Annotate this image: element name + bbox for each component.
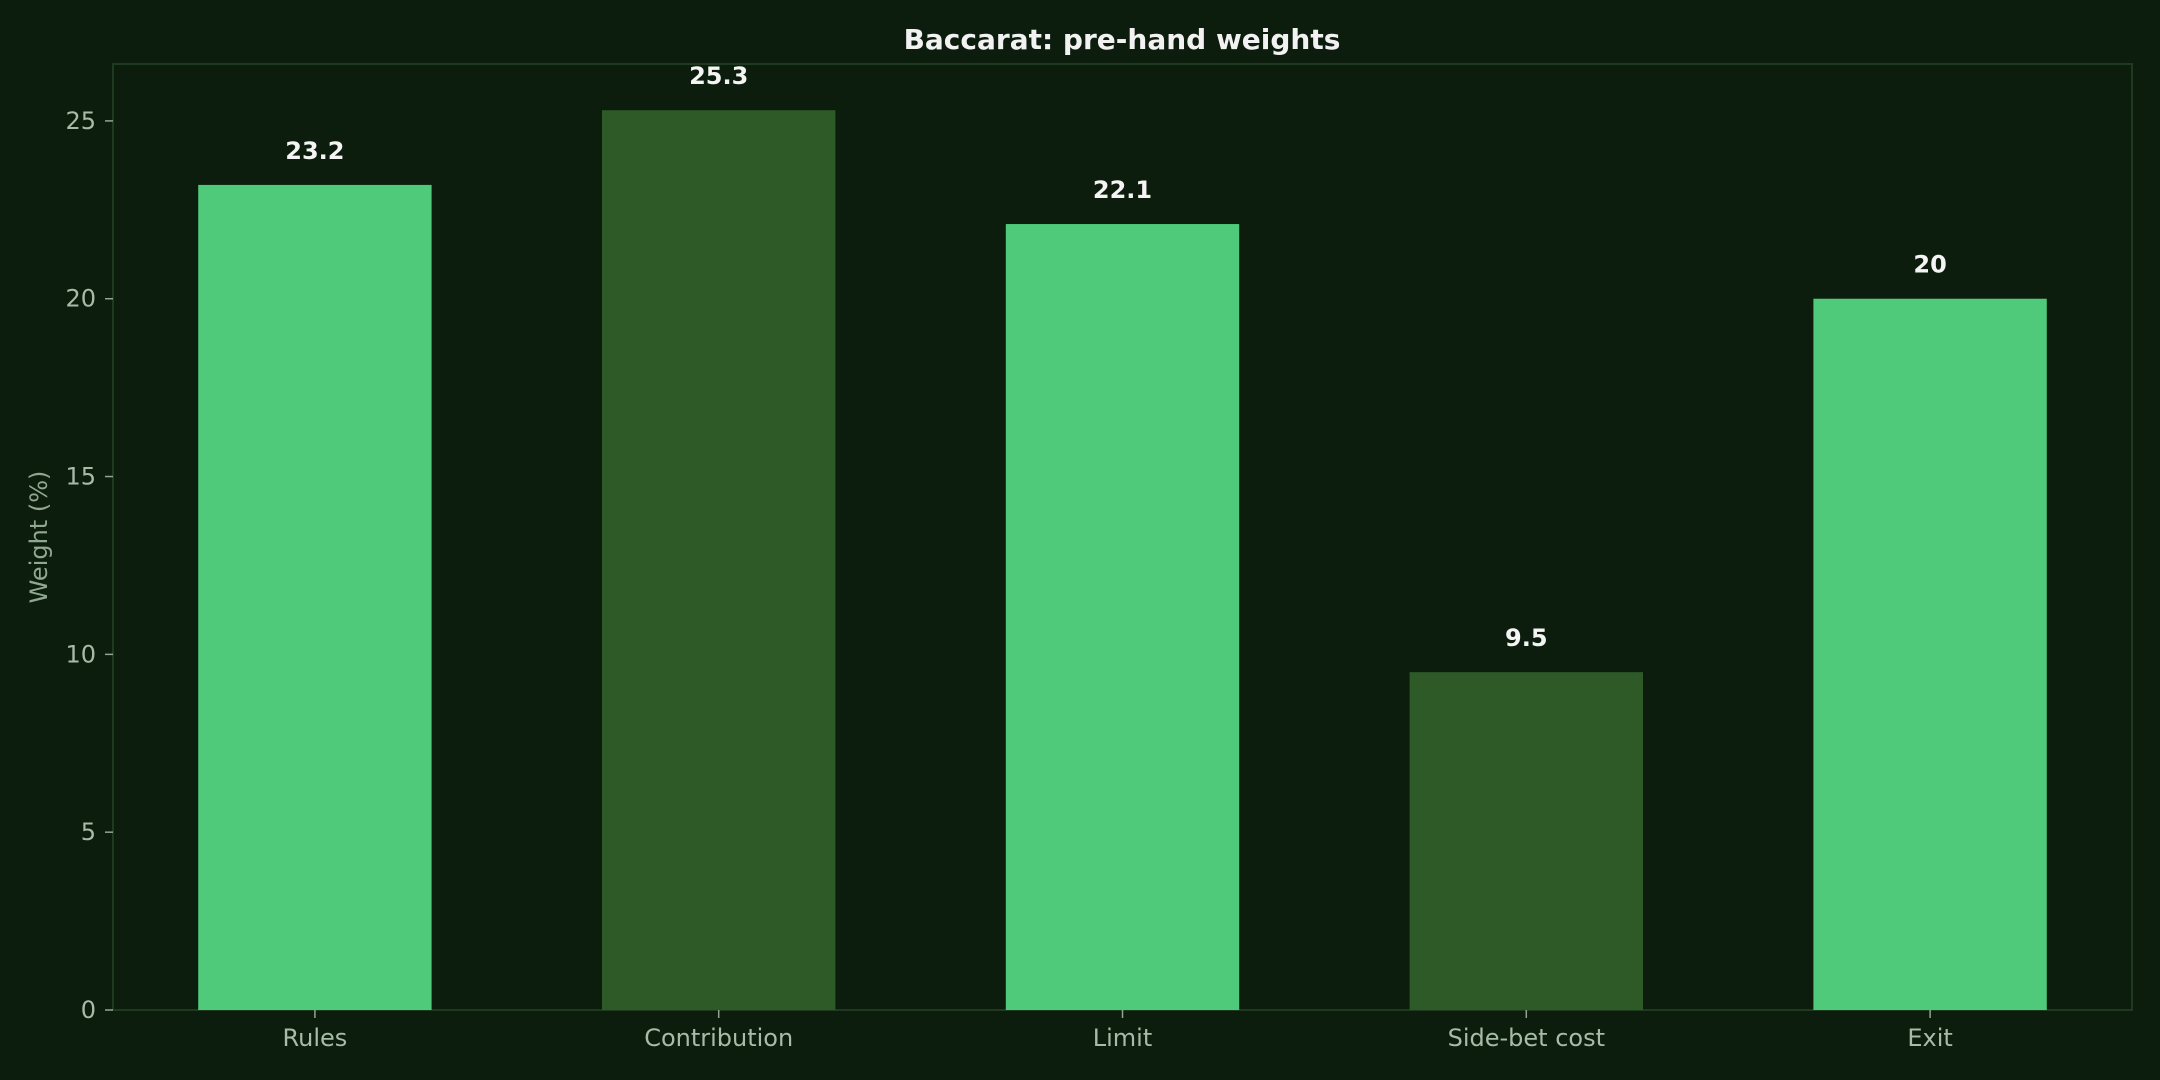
y-tick-label: 5 bbox=[81, 818, 96, 846]
chart-title: Baccarat: pre-hand weights bbox=[904, 23, 1341, 56]
data-label: 9.5 bbox=[1505, 624, 1548, 652]
x-axis: Rules Contribution Limit Side-bet cost Exit bbox=[283, 1010, 1953, 1052]
x-tick-label: Contribution bbox=[644, 1024, 793, 1052]
y-tick-label: 25 bbox=[65, 107, 96, 135]
bar-rules bbox=[198, 184, 432, 1010]
bar-exit bbox=[1813, 298, 2047, 1010]
data-label: 25.3 bbox=[689, 62, 748, 90]
x-tick-label: Rules bbox=[283, 1024, 348, 1052]
bar-contribution bbox=[602, 110, 836, 1010]
y-tick-label: 20 bbox=[65, 285, 96, 313]
x-tick-label: Limit bbox=[1093, 1024, 1153, 1052]
y-tick-label: 10 bbox=[65, 640, 96, 668]
bar-limit bbox=[1005, 224, 1240, 1010]
y-axis-label: Weight (%) bbox=[25, 471, 53, 604]
x-tick-label: Exit bbox=[1907, 1024, 1952, 1052]
data-label: 20 bbox=[1913, 251, 1946, 279]
bar-side-bet-cost bbox=[1409, 672, 1643, 1010]
y-axis: 0 5 10 15 20 25 bbox=[65, 107, 113, 1024]
x-tick-label: Side-bet cost bbox=[1448, 1024, 1605, 1052]
y-tick-label: 0 bbox=[81, 996, 96, 1024]
data-label: 23.2 bbox=[285, 137, 344, 165]
data-label: 22.1 bbox=[1093, 176, 1152, 204]
bars-group bbox=[198, 110, 2047, 1010]
y-tick-label: 15 bbox=[65, 463, 96, 491]
data-labels-group: 23.2 25.3 22.1 9.5 20 bbox=[285, 62, 1947, 652]
